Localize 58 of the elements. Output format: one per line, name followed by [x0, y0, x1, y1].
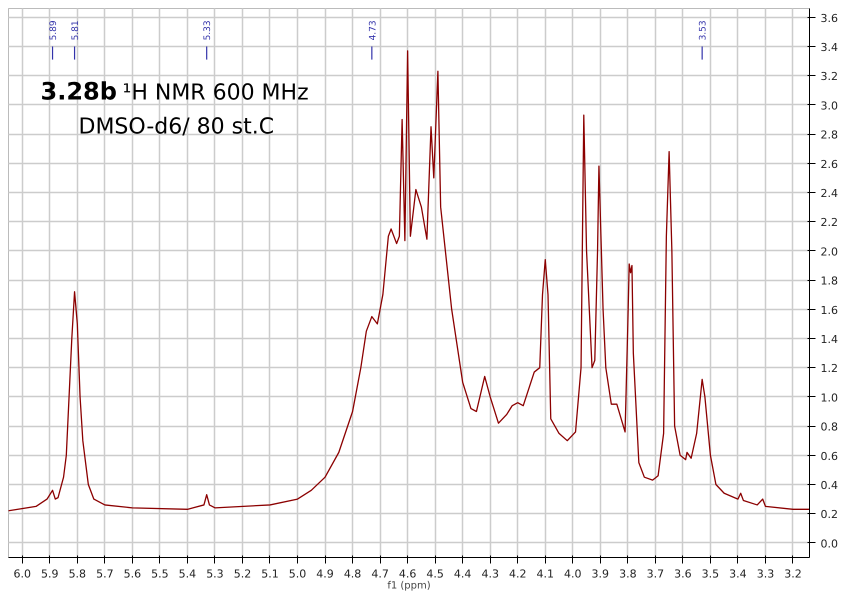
y-tick-label: 1.0 [820, 391, 838, 404]
line-series [8, 50, 810, 512]
y-tick-label: 3.0 [820, 99, 838, 112]
y-tick-label: 1.2 [820, 362, 838, 376]
x-tick-label: 4.9 [316, 568, 334, 580]
annotation: ¹H NMR 600 MHz [122, 80, 309, 106]
y-tick-label: 2.2 [820, 216, 838, 230]
y-tick-label: 1.6 [820, 304, 838, 317]
x-tick-label: 5.3 [206, 568, 224, 580]
x-tick-label: 5.6 [124, 568, 142, 580]
annotation: DMSO-d6/ 80 st.C [78, 114, 274, 140]
y-tick-label: 0.6 [820, 450, 838, 463]
y-tick-label: 1.4 [820, 332, 838, 346]
y-tick-label: 2.6 [820, 158, 838, 171]
x-tick-label: 4.0 [564, 568, 582, 580]
x-tick-label: 5.8 [68, 568, 86, 580]
x-tick-label: 3.7 [646, 568, 664, 580]
x-tick-label: 4.4 [454, 568, 472, 580]
x-tick-label: 5.9 [41, 568, 59, 580]
x-tick-label: 3.8 [619, 568, 637, 580]
y-tick-label: 1.8 [820, 274, 838, 288]
y-tick-label: 3.4 [820, 40, 838, 54]
y-tick-label: 3.2 [820, 70, 838, 84]
x-tick-label: 4.1 [536, 568, 554, 580]
x-tick-label: 6.0 [14, 568, 32, 580]
x-tick-label: 4.5 [426, 568, 444, 580]
x-tick-label: 5.5 [151, 568, 169, 580]
annotation: 4.73 [368, 20, 378, 40]
x-tick-label: 5.2 [234, 568, 252, 580]
x-tick-label: 3.2 [784, 568, 802, 580]
x-axis-title: f1 (ppm) [387, 580, 431, 592]
x-tick-label: 3.3 [756, 568, 774, 580]
annotation: 3.53 [698, 20, 709, 40]
x-tick-label: 4.2 [508, 568, 526, 580]
y-tick-label: 2.4 [820, 186, 838, 200]
x-tick-label: 5.4 [178, 568, 196, 580]
x-tick-label: 5.1 [261, 568, 279, 580]
x-tick-label: 4.7 [371, 568, 389, 580]
x-tick-label: 3.9 [592, 568, 610, 580]
annotation: 5.81 [71, 20, 82, 40]
x-tick-label: 3.5 [702, 568, 720, 580]
y-tick-label: 0.8 [820, 420, 838, 434]
x-tick-label: 4.8 [344, 568, 362, 580]
annotation: 3.28b [40, 78, 117, 106]
x-tick-label: 4.3 [481, 568, 499, 580]
annotation: 5.89 [49, 20, 60, 40]
annotation: 5.33 [203, 20, 214, 40]
y-tick-label: 3.6 [820, 12, 838, 25]
y-tick-label: 0.4 [820, 478, 838, 492]
x-tick-label: 5.7 [96, 568, 114, 580]
x-tick-label: 3.6 [674, 568, 692, 580]
x-tick-label: 4.6 [398, 568, 416, 580]
x-tick-label: 3.4 [729, 568, 747, 580]
y-tick-label: 0.2 [820, 508, 838, 522]
x-tick-label: 5.0 [288, 568, 306, 580]
y-tick-label: 2.8 [820, 128, 838, 142]
y-tick-label: 0.0 [820, 537, 838, 550]
y-tick-label: 2.0 [820, 245, 838, 258]
